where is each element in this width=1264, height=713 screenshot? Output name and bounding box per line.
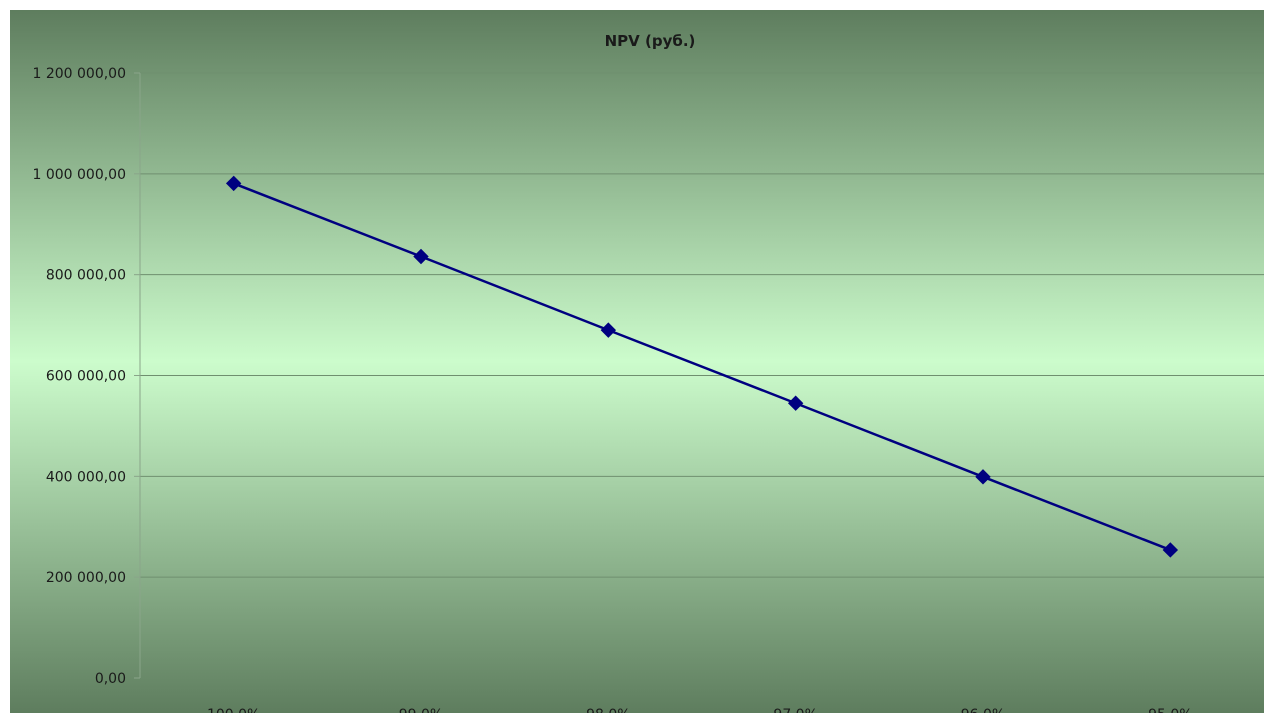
y-tick-label: 800 000,00 bbox=[46, 268, 126, 284]
data-point-marker bbox=[975, 469, 991, 485]
x-tick-label: 99,0% bbox=[399, 707, 443, 713]
x-tick-label: 100,0% bbox=[207, 707, 260, 713]
x-tick-labels: 100,0% 99,0% 98,0% 97,0% 96,0% 95,0% bbox=[207, 707, 1193, 713]
data-point-marker bbox=[413, 248, 429, 265]
y-tick-label: 0,00 bbox=[95, 671, 126, 687]
data-point-marker bbox=[225, 175, 242, 192]
series-line bbox=[233, 182, 1171, 552]
chart-background bbox=[10, 10, 1264, 713]
y-tick-label: 200 000,00 bbox=[46, 570, 126, 586]
axes bbox=[134, 72, 141, 679]
data-point-marker bbox=[1162, 542, 1179, 558]
y-tick-label: 400 000,00 bbox=[46, 469, 126, 485]
x-tick-label: 95,0% bbox=[1148, 707, 1192, 713]
x-tick-label: 96,0% bbox=[961, 707, 1005, 713]
y-tick-label: 1 200 000,00 bbox=[32, 66, 126, 82]
y-tick-label: 1 000 000,00 bbox=[32, 167, 126, 183]
data-point-marker bbox=[600, 322, 617, 338]
series bbox=[225, 175, 1179, 558]
data-point-marker bbox=[787, 395, 804, 411]
x-tick-label: 98,0% bbox=[586, 707, 630, 713]
gridlines bbox=[140, 72, 1264, 578]
y-tick-label: 600 000,00 bbox=[46, 369, 126, 385]
chart-title: NPV (руб.) bbox=[605, 32, 696, 50]
x-tick-label: 97,0% bbox=[773, 707, 817, 713]
y-tick-labels: 0,00 200 000,00 400 000,00 600 000,00 800 00… bbox=[32, 66, 126, 687]
